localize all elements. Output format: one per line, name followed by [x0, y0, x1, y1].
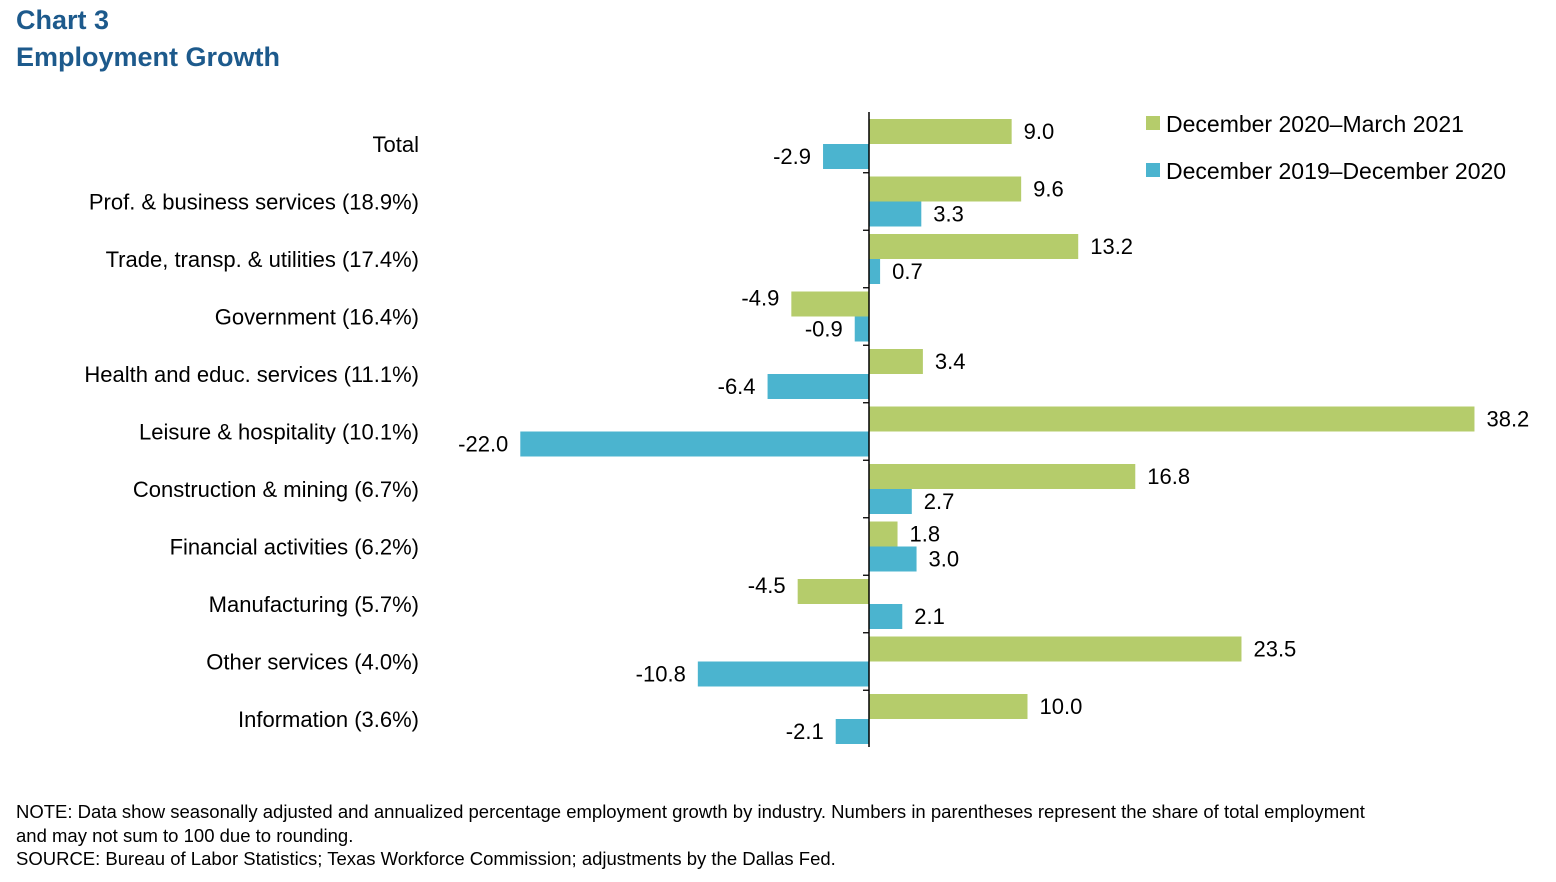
source-text: SOURCE: Bureau of Labor Statistics; Texa…: [16, 848, 836, 869]
bar-prior-total: [823, 144, 869, 169]
legend-swatch-recent: [1146, 116, 1160, 130]
data-label-recent-prof-business-services-18-9: 9.6: [1033, 177, 1064, 202]
data-label-prior-construction-mining-6-7: 2.7: [924, 489, 955, 514]
data-label-prior-information-3-6: -2.1: [786, 719, 824, 744]
category-label-leisure-hospitality-10-1: Leisure & hospitality (10.1%): [139, 420, 419, 445]
bar-prior-manufacturing-5-7: [869, 604, 903, 629]
category-label-other-services-4-0: Other services (4.0%): [206, 650, 419, 675]
legend-swatch-prior: [1146, 163, 1160, 177]
data-label-prior-leisure-hospitality-10-1: -22.0: [458, 432, 508, 457]
bar-recent-health-and-educ-services-11-1: [869, 349, 923, 374]
bar-prior-financial-activities-6-2: [869, 546, 917, 572]
bar-recent-total: [869, 119, 1012, 144]
data-label-prior-other-services-4-0: -10.8: [636, 662, 686, 687]
category-label-government-16-4: Government (16.4%): [215, 305, 419, 330]
data-label-recent-leisure-hospitality-10-1: 38.2: [1486, 407, 1529, 432]
note-text-continued: and may not sum to 100 due to rounding.: [16, 824, 354, 846]
chart-heading: Chart 3 Employment Growth: [16, 2, 280, 76]
data-label-prior-manufacturing-5-7: 2.1: [914, 604, 945, 629]
bar-recent-manufacturing-5-7: [797, 579, 869, 604]
category-label-manufacturing-5-7: Manufacturing (5.7%): [209, 592, 419, 617]
bar-prior-construction-mining-6-7: [869, 489, 912, 514]
category-label-financial-activities-6-2: Financial activities (6.2%): [170, 535, 419, 560]
note-text: NOTE: Data show seasonally adjusted and …: [16, 801, 1365, 822]
bar-recent-financial-activities-6-2: [869, 521, 898, 547]
data-label-prior-government-16-4: -0.9: [805, 317, 843, 342]
data-label-recent-government-16-4: -4.9: [741, 286, 779, 311]
legend-label-prior: December 2019–December 2020: [1166, 158, 1506, 184]
data-label-recent-other-services-4-0: 23.5: [1253, 637, 1296, 662]
bar-recent-trade-transp-utilities-17-4: [869, 234, 1079, 259]
data-label-recent-financial-activities-6-2: 1.8: [910, 522, 941, 547]
bar-prior-information-3-6: [835, 719, 869, 744]
category-label-information-3-6: Information (3.6%): [238, 707, 419, 732]
bar-prior-trade-transp-utilities-17-4: [869, 259, 881, 284]
data-label-prior-total: -2.9: [773, 144, 811, 169]
category-label-total: Total: [373, 132, 419, 157]
data-label-recent-total: 9.0: [1024, 119, 1055, 144]
category-label-construction-mining-6-7: Construction & mining (6.7%): [133, 477, 419, 502]
bar-prior-prof-business-services-18-9: [869, 201, 922, 227]
bar-prior-health-and-educ-services-11-1: [767, 374, 869, 399]
bar-prior-other-services-4-0: [697, 661, 869, 687]
chart-title: Employment Growth: [16, 42, 281, 72]
category-label-trade-transp-utilities-17-4: Trade, transp. & utilities (17.4%): [106, 247, 419, 272]
data-label-prior-health-and-educ-services-11-1: -6.4: [718, 374, 756, 399]
category-label-prof-business-services-18-9: Prof. & business services (18.9%): [89, 190, 419, 215]
data-label-recent-manufacturing-5-7: -4.5: [748, 573, 786, 598]
category-label-health-and-educ-services-11-1: Health and educ. services (11.1%): [84, 362, 419, 387]
bar-recent-information-3-6: [869, 694, 1028, 719]
data-label-prior-financial-activities-6-2: 3.0: [929, 547, 960, 572]
bar-recent-government-16-4: [791, 291, 869, 317]
bar-recent-leisure-hospitality-10-1: [869, 406, 1475, 432]
data-label-prior-trade-transp-utilities-17-4: 0.7: [892, 259, 923, 284]
legend-label-recent: December 2020–March 2021: [1166, 111, 1464, 137]
bar-recent-other-services-4-0: [869, 636, 1242, 662]
chart-notes: NOTE: Data show seasonally adjusted and …: [16, 800, 1540, 871]
data-label-recent-information-3-6: 10.0: [1040, 694, 1083, 719]
bar-prior-leisure-hospitality-10-1: [520, 431, 869, 457]
bar-recent-construction-mining-6-7: [869, 464, 1136, 489]
bar-prior-government-16-4: [854, 316, 869, 342]
bar-recent-prof-business-services-18-9: [869, 176, 1022, 202]
data-label-recent-health-and-educ-services-11-1: 3.4: [935, 349, 966, 374]
data-label-prior-prof-business-services-18-9: 3.3: [933, 202, 964, 227]
chart-number: Chart 3: [16, 5, 110, 35]
data-label-recent-trade-transp-utilities-17-4: 13.2: [1090, 234, 1133, 259]
data-label-recent-construction-mining-6-7: 16.8: [1147, 464, 1190, 489]
